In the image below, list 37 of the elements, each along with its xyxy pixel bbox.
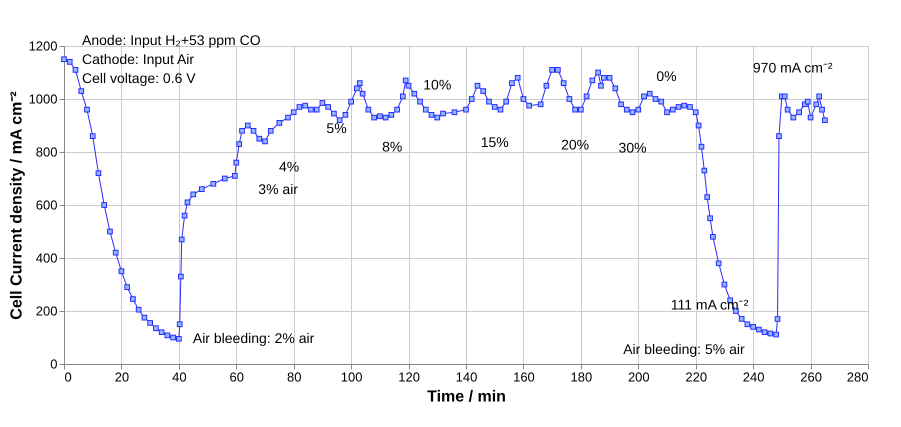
- annotation: 15%: [480, 134, 509, 150]
- annotation: 10%: [423, 76, 452, 93]
- x-tick-label: 240: [742, 370, 764, 384]
- x-tick-label: 140: [456, 370, 478, 384]
- y-axis-title: Cell Current density / mA cm⁻²: [8, 91, 26, 320]
- x-tick-label: 280: [846, 370, 868, 384]
- x-axis-title: Time / min: [427, 388, 506, 406]
- annotation: 5%: [326, 120, 347, 136]
- x-tick-label: 200: [628, 370, 650, 384]
- x-tick-label: 180: [570, 370, 592, 384]
- y-tick-label: 0: [50, 356, 58, 372]
- y-tick-label: 400: [36, 250, 58, 266]
- y-tick-label: 600: [36, 198, 58, 212]
- annotation: 4%: [279, 158, 300, 174]
- annotation: Anode: Input H₂+53 ppm CO Cathode: Input Air Cell voltage: 0.6 V: [82, 32, 261, 86]
- x-tick-label: 20: [114, 370, 130, 384]
- annotation: 20%: [561, 136, 590, 153]
- x-tick-label: 220: [685, 370, 708, 384]
- annotation: 970 mA cm⁻²: [752, 59, 833, 76]
- y-tick-label: 1200: [28, 38, 58, 54]
- y-tick-label: 800: [36, 144, 58, 160]
- x-tick-label: 120: [398, 370, 420, 384]
- y-tick-label: 1000: [28, 92, 58, 106]
- y-tick-label: 200: [36, 304, 58, 318]
- x-tick-label: 100: [340, 370, 362, 384]
- x-tick-label: 160: [513, 370, 535, 384]
- x-tick-label: 40: [172, 370, 187, 384]
- annotation: 8%: [382, 138, 402, 155]
- annotation: 30%: [618, 139, 647, 156]
- annotation: 3% air: [258, 180, 298, 197]
- x-tick-label: 260: [800, 370, 822, 384]
- annotation: Air bleeding: 2% air: [192, 330, 315, 346]
- annotation: Air bleeding: 5% air: [623, 341, 745, 358]
- x-tick-label: 80: [286, 370, 302, 384]
- x-tick-label: 60: [230, 370, 244, 384]
- annotation: 0%: [656, 68, 677, 84]
- x-tick-label: 0: [64, 370, 72, 384]
